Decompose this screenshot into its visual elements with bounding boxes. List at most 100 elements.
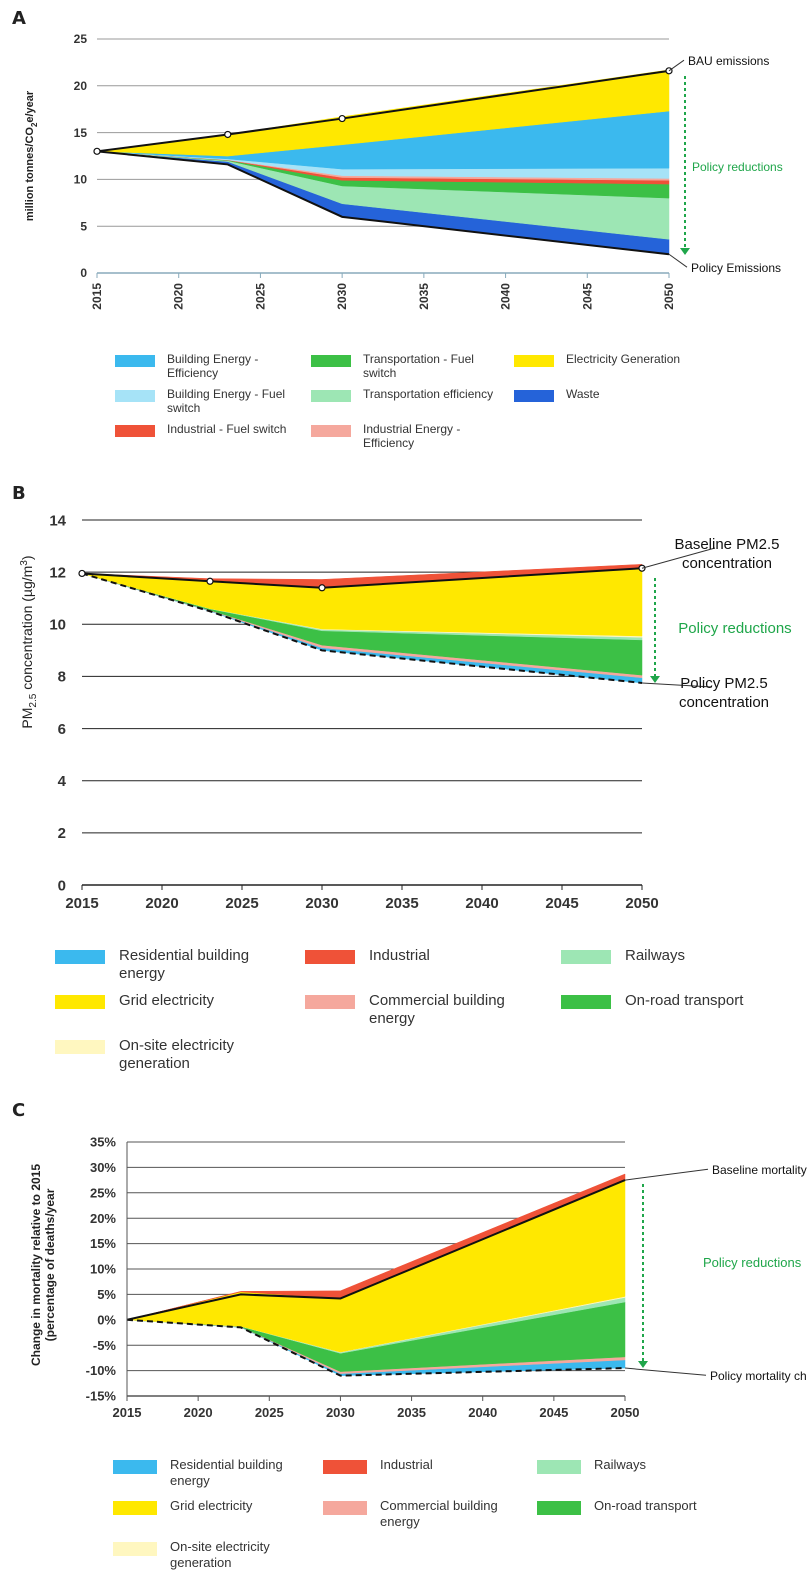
panel-label: A (12, 8, 26, 29)
y-tick-label: 15% (90, 1236, 116, 1251)
x-tick-label: 2030 (305, 895, 338, 912)
reduction-label: Policy reductions (678, 620, 791, 637)
legend-swatch (311, 425, 351, 437)
y-tick-label: 15 (74, 126, 88, 140)
legend-label: Transportation - Fuel switch (363, 352, 474, 381)
y-axis-label-part: e/year (24, 90, 36, 123)
legend-swatch (113, 1501, 157, 1515)
y-axis-label-part: concentration (µg/m (19, 566, 35, 694)
y-axis-label-part: 3 (19, 560, 30, 566)
y-tick-label: 25 (74, 32, 88, 46)
x-tick-label: 2050 (662, 283, 676, 310)
legend-swatch (311, 355, 351, 367)
legend-label: On-site electricity generation (170, 1539, 270, 1570)
baseline-line (96, 69, 670, 153)
x-tick-label: 2030 (326, 1405, 355, 1420)
legend-label: Residential building energy (170, 1457, 283, 1488)
x-tick-label: 2040 (468, 1405, 497, 1420)
x-tick-label: 2045 (580, 283, 594, 310)
policy-label: Policy Emissions (691, 261, 781, 275)
x-tick-label: 2045 (545, 895, 578, 912)
baseline-line (126, 1179, 626, 1321)
reduction-arrowhead (650, 676, 660, 683)
legend-item: Residential building energy (113, 1457, 320, 1488)
policy-label: Policy mortality change (710, 1369, 807, 1383)
y-tick-label: -15% (86, 1389, 117, 1404)
legend-item: Residential building energy (55, 947, 269, 983)
legend-item: Railways (561, 947, 775, 965)
x-tick-label: 2025 (253, 283, 267, 310)
y-axis-label-line: Change in mortality relative to 2015 (29, 1164, 43, 1366)
legend-swatch (323, 1501, 367, 1515)
policy-leader (641, 682, 713, 688)
legend-swatch (514, 390, 554, 402)
y-tick-label: 14 (49, 512, 66, 529)
legend-label: Residential building energy (119, 947, 250, 982)
area-industrial (126, 1173, 626, 1321)
legend-swatch (55, 950, 105, 964)
reduction-arrowhead (638, 1361, 648, 1368)
y-tick-label: 4 (58, 773, 67, 790)
legend-item: Industrial (323, 1457, 530, 1474)
y-tick-label: 2 (58, 825, 66, 842)
x-tick-label: 2015 (113, 1405, 142, 1420)
legend-label: Building Energy - Efficiency (167, 352, 259, 381)
y-tick-label: 0 (58, 877, 66, 894)
x-tick-label: 2030 (335, 283, 349, 310)
y-axis-label: PM2.5 concentration (µg/m3) (19, 555, 39, 728)
legend-label: Industrial (380, 1457, 433, 1472)
legend-swatch (115, 390, 155, 402)
reduction-arrowhead (680, 248, 690, 255)
legend-swatch (113, 1460, 157, 1474)
legend-item: Commercial building energy (323, 1498, 530, 1529)
legend-label: Commercial building energy (369, 992, 505, 1027)
x-tick-label: 2045 (539, 1405, 568, 1420)
legend-item: Industrial - Fuel switch (115, 422, 307, 437)
policy-label: Policy PM2.5 concentration (679, 675, 769, 711)
legend-swatch (115, 355, 155, 367)
policy-leader (624, 1367, 707, 1376)
x-tick-label: 2035 (417, 283, 431, 310)
legend-swatch (115, 425, 155, 437)
chart-c: -15% -10% -5% 0% 5% 10% 15% 20% 25% 30% 35% 2015 202… (29, 1135, 807, 1420)
reduction-label: Policy reductions (703, 1255, 802, 1270)
legend-item: On-site electricity generation (55, 1037, 269, 1073)
y-tick-label: 10 (74, 173, 88, 187)
panel-a: A 0 5 10 15 20 25 2015 2020 2025 2030 2035 2040 2045… (0, 0, 807, 475)
legend-swatch (55, 995, 105, 1009)
legend-label: Railways (625, 947, 686, 964)
legend-item: Electricity Generation (514, 352, 706, 367)
panel-label: B (12, 483, 26, 504)
legend-item: On-road transport (561, 992, 775, 1010)
y-tick-label: 12 (49, 564, 66, 581)
policy-line (81, 572, 643, 684)
legend-swatch (305, 950, 355, 964)
legend-swatch (323, 1460, 367, 1474)
baseline-leader (668, 59, 685, 72)
panel-c: C -15% -10% -5% 0% 5% 10% 15% 20% 25% 30% 35% 2015 2… (0, 1097, 807, 1587)
y-axis-label-part: 2 (30, 122, 39, 127)
x-tick-label: 2025 (225, 895, 258, 912)
y-tick-label: 0% (97, 1312, 116, 1327)
legend-swatch (305, 995, 355, 1009)
legend-item: Industrial (305, 947, 519, 965)
policy-leader (668, 253, 688, 268)
x-tick-label: 2050 (625, 895, 658, 912)
baseline-point (338, 114, 346, 123)
y-tick-label: 20 (74, 79, 88, 93)
panel-b: B 0 2 4 6 8 10 12 14 2015 2020 2025 2030 2035 2040 204… (0, 480, 807, 1090)
legend-label: On-road transport (625, 992, 744, 1009)
y-tick-label: 25% (90, 1185, 116, 1200)
policy-label-line: Policy PM2.5 (680, 675, 768, 692)
x-tick-label: 2020 (145, 895, 178, 912)
policy-label-line: concentration (679, 694, 769, 711)
legend-label: Electricity Generation (566, 352, 681, 366)
x-tick-label: 2040 (499, 283, 513, 310)
legend-label: Transportation efficiency (363, 387, 494, 401)
legend-swatch (561, 995, 611, 1009)
y-axis-label-line: (percentage of deaths/year (43, 1188, 57, 1341)
y-axis-label: million tonnes/CO2e/year (24, 90, 39, 221)
y-tick-label: 8 (58, 669, 66, 686)
baseline-label-line: Baseline PM2.5 (674, 536, 779, 553)
